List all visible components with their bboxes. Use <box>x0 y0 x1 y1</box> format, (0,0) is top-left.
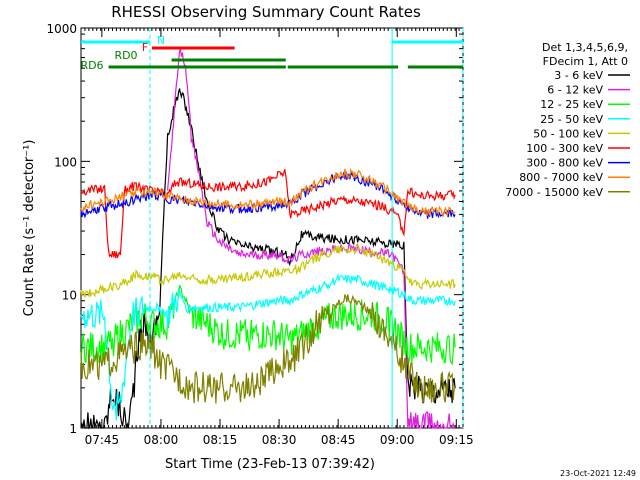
legend-entry-label: 12 - 25 keV <box>540 98 603 111</box>
series-line-4 <box>80 243 456 298</box>
y-axis-label: Count Rate (s⁻¹ detector⁻¹) <box>22 140 37 317</box>
x-tick-label: 08:30 <box>262 433 297 447</box>
x-tick-label: 08:00 <box>144 433 179 447</box>
legend-header: Det 1,3,4,5,6,9, <box>542 41 628 54</box>
legend-entry-label: 800 - 7000 keV <box>519 171 603 184</box>
legend-entry-label: 100 - 300 keV <box>526 142 603 155</box>
series-line-5 <box>80 169 456 259</box>
y-tick-label: 100 <box>54 155 77 169</box>
x-tick-label: 09:00 <box>380 433 415 447</box>
series-line-8 <box>80 293 456 404</box>
plot-axes: 1 10 100 1000 07:45 08:00 08:15 08:30 08:45 09:00… <box>46 22 473 447</box>
state-label-rd6: RD6 <box>80 59 103 72</box>
series-line-3 <box>80 272 456 421</box>
x-axis-label: Start Time (23-Feb-13 07:39:42) <box>165 457 375 472</box>
series-line-1 <box>167 47 456 429</box>
x-tick-label: 09:15 <box>439 433 474 447</box>
y-tick-label: 1000 <box>46 22 77 36</box>
legend-entry-label: 3 - 6 keV <box>554 69 603 82</box>
legend-entry-label: 25 - 50 keV <box>540 113 603 126</box>
series-line-7 <box>80 167 456 218</box>
legend-entry-label: 7000 - 15000 keV <box>505 186 603 199</box>
legend: Det 1,3,4,5,6,9,FDecim 1, Att 03 - 6 keV… <box>505 41 630 199</box>
state-label-rd0: RD0 <box>114 49 137 62</box>
chart-title: RHESSI Observing Summary Count Rates <box>111 3 421 21</box>
y-tick-label: 1 <box>69 422 77 436</box>
series-line-0 <box>80 88 456 430</box>
y-tick-label: 10 <box>62 289 77 303</box>
state-label-f: F <box>142 41 148 54</box>
state-label-n: N <box>157 34 165 47</box>
x-tick-label: 07:45 <box>85 433 120 447</box>
footer-date: 23-Oct-2021 12:49 <box>560 469 636 478</box>
state-bars: NF RD0 RD6 <box>80 28 464 428</box>
legend-entry-label: 50 - 100 keV <box>533 127 603 140</box>
x-tick-label: 08:45 <box>321 433 356 447</box>
series-layer <box>80 47 456 430</box>
legend-header: FDecim 1, Att 0 <box>543 55 628 68</box>
legend-entry-label: 300 - 800 keV <box>526 157 603 170</box>
legend-entry-label: 6 - 12 keV <box>547 84 603 97</box>
x-tick-label: 08:15 <box>203 433 238 447</box>
